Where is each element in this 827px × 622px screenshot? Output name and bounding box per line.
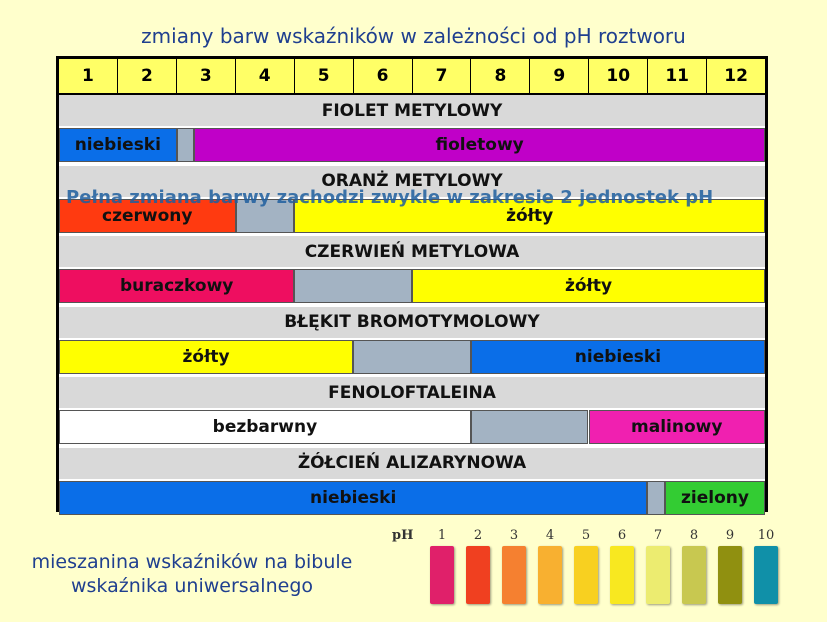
strip-color-swatch: [718, 546, 742, 604]
strip-ph-number: 8: [689, 528, 699, 543]
strip-color-swatch: [502, 546, 526, 604]
ph-scale-row: 1 2 3 4 5 6 7 8 9 10 11 12: [59, 59, 766, 95]
color-range-bar: buraczkowy żółty: [59, 269, 765, 303]
color-segment: żółty: [412, 269, 765, 303]
ph-scale-cell: 9: [530, 59, 590, 95]
strip-color-swatch: [538, 546, 562, 604]
transition-segment: [470, 410, 589, 444]
strip-ph-number: 9: [725, 528, 735, 543]
color-segment: bezbarwny: [59, 410, 471, 444]
color-segment: malinowy: [588, 410, 765, 444]
indicator-chart: 1 2 3 4 5 6 7 8 9 10 11 12 FIOLET METYLOWY niebieski…: [56, 56, 768, 515]
ph-scale-cell: 11: [648, 59, 708, 95]
strip-ph-number: 4: [545, 528, 555, 543]
color-segment: niebieski: [59, 128, 177, 162]
ph-scale-cell: 1: [59, 59, 118, 95]
strip-color-swatch: [466, 546, 490, 604]
indicator-name: ŻÓŁCIEŃ ALIZARYNOWA: [59, 447, 765, 481]
range-note: Pełna zmiana barwy zachodzi zwykle w zak…: [66, 187, 714, 208]
strip-ph-number: 1: [437, 528, 447, 543]
indicator-name: ORANŻ METYLOWY: [59, 165, 765, 199]
transition-segment: [294, 269, 412, 303]
color-segment: fioletowy: [194, 128, 765, 162]
strip-ph-number: 10: [757, 528, 775, 543]
ph-scale-cell: 4: [235, 59, 295, 95]
strip-color-swatch: [574, 546, 598, 604]
ph-scale-cell: 10: [589, 59, 649, 95]
ph-scale-cell: 3: [176, 59, 236, 95]
indicator-name: FIOLET METYLOWY: [59, 95, 765, 128]
strip-color-swatch: [646, 546, 670, 604]
ph-scale-cell: 7: [412, 59, 472, 95]
strip-color-swatch: [754, 546, 778, 604]
strip-ph-number: 2: [473, 528, 483, 543]
indicator-name: BŁĘKIT BROMOTYMOLOWY: [59, 306, 765, 340]
ph-scale-cell: 8: [471, 59, 531, 95]
strip-ph-number: 6: [617, 528, 627, 543]
color-range-bar: czerwony żółty: [59, 198, 765, 233]
strip-color-swatch: [682, 546, 706, 604]
color-segment: żółty: [294, 198, 765, 233]
transition-segment: [235, 198, 295, 233]
transition-segment: [647, 480, 665, 515]
color-segment: zielony: [664, 480, 765, 515]
universal-indicator-label: mieszanina wskaźników na bibule wskaźnik…: [31, 551, 353, 597]
ph-scale-cell: 5: [294, 59, 354, 95]
color-range-bar: niebieski fioletowy: [59, 128, 765, 162]
universal-indicator-strip: pH 1 2 3 4 5 6 7 8 9 10: [392, 526, 792, 606]
ph-scale-cell: 12: [707, 59, 766, 95]
strip-ph-label: pH: [392, 528, 414, 543]
strip-color-swatch: [430, 546, 454, 604]
color-segment: żółty: [59, 339, 354, 374]
transition-segment: [353, 339, 471, 374]
color-segment: niebieski: [59, 480, 648, 515]
strip-ph-number: 3: [509, 528, 519, 543]
ph-scale-cell: 2: [117, 59, 177, 95]
strip-color-swatch: [610, 546, 634, 604]
page-title: zmiany barw wskaźników w zależności od p…: [141, 24, 686, 48]
strip-ph-number: 7: [653, 528, 663, 543]
indicator-name: CZERWIEŃ METYLOWA: [59, 236, 765, 269]
color-segment: buraczkowy: [59, 269, 295, 303]
color-segment: czerwony: [59, 198, 236, 233]
color-range-bar: żółty niebieski: [59, 339, 765, 374]
transition-segment: [176, 128, 195, 162]
strip-ph-number: 5: [581, 528, 591, 543]
indicator-name: FENOLOFTALEINA: [59, 377, 765, 410]
color-range-bar: bezbarwny malinowy: [59, 410, 765, 444]
ph-scale-cell: 6: [353, 59, 413, 95]
color-range-bar: niebieski zielony: [59, 480, 765, 515]
color-segment: niebieski: [470, 339, 765, 374]
